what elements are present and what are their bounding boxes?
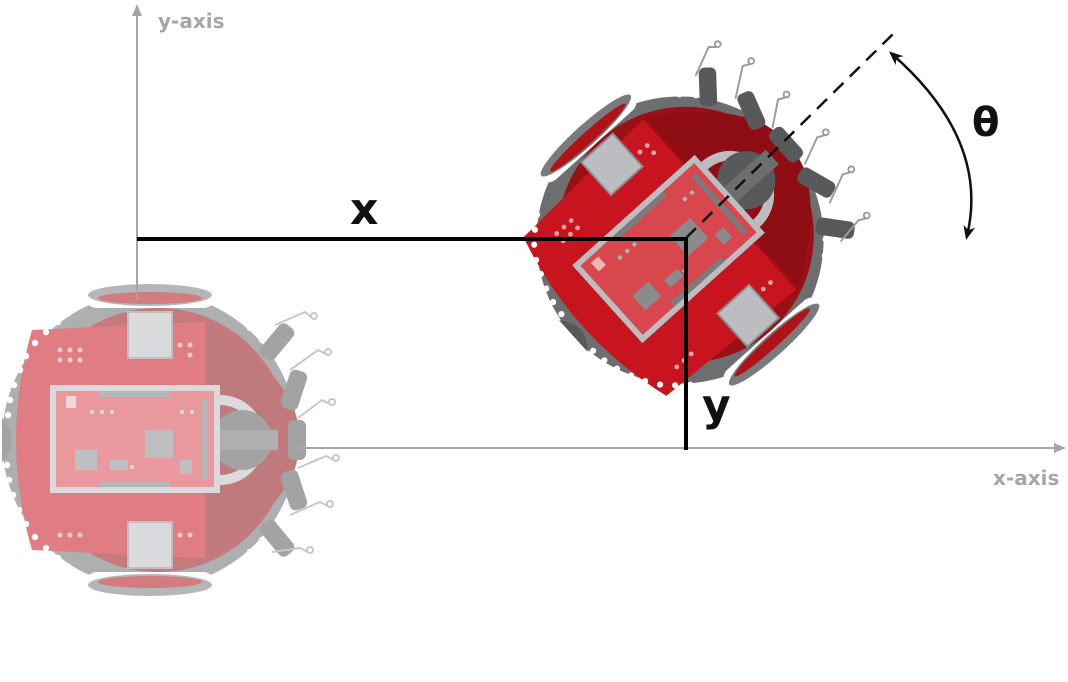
theta-label: θ [972, 100, 999, 146]
y-axis-label: y-axis [158, 9, 225, 33]
x-label: x [350, 184, 378, 235]
x-axis-label: x-axis [993, 466, 1059, 490]
theta-arc [888, 51, 976, 240]
y-label: y [702, 380, 731, 431]
robot-origin [2, 282, 339, 598]
heading-dashed-line [685, 33, 894, 239]
robot-pose [471, 3, 919, 450]
